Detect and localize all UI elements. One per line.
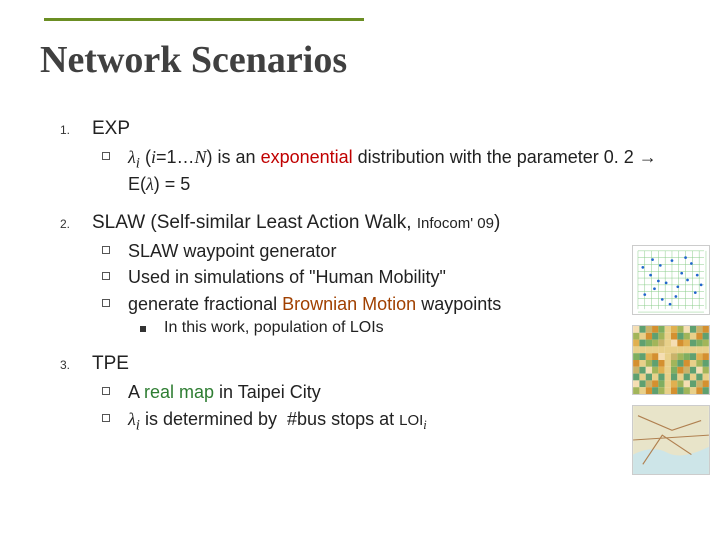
tpe-map-thumb <box>632 405 710 475</box>
list-text: λi (i=1…N) is an exponential distributio… <box>128 146 680 196</box>
outline-list: 1.EXP λi (i=1…N) is an exponential distri… <box>60 118 680 435</box>
list-text: generate fractional Brownian Motion wayp… <box>128 293 501 316</box>
list-item-l1: 3.TPE <box>60 353 680 375</box>
list-label: SLAW (Self-similar Least Action Walk, In… <box>92 212 500 234</box>
list-item-l2: λi is determined by #bus stops at LOIi <box>102 408 680 435</box>
list-item-l1: 1.EXP <box>60 118 680 140</box>
square-bullet-icon <box>102 414 110 422</box>
list-number: 2. <box>60 212 92 231</box>
list-label: EXP <box>92 118 130 140</box>
list-item-l2: A real map in Taipei City <box>102 381 680 404</box>
list-item-l3: In this work, population of LOIs <box>140 319 680 337</box>
list-text: SLAW waypoint generator <box>128 240 336 263</box>
list-item-l2: Used in simulations of "Human Mobility" <box>102 266 680 289</box>
list-item-l2: generate fractional Brownian Motion wayp… <box>102 293 680 316</box>
sublist-l2: A real map in Taipei City λi is determine… <box>102 381 680 435</box>
accent-bar <box>44 18 364 21</box>
sublist-l2: SLAW waypoint generator Used in simulatio… <box>102 240 680 338</box>
list-text: In this work, population of LOIs <box>164 319 384 337</box>
list-text: λi is determined by #bus stops at LOIi <box>128 408 427 435</box>
sublist-l2: λi (i=1…N) is an exponential distributio… <box>102 146 680 196</box>
page-title: Network Scenarios <box>40 38 680 82</box>
square-bullet-icon <box>102 387 110 395</box>
dot-bullet-icon <box>140 326 146 332</box>
slaw-scatter-thumb <box>632 245 710 315</box>
list-text: Used in simulations of "Human Mobility" <box>128 266 446 289</box>
list-number: 3. <box>60 353 92 372</box>
list-number: 1. <box>60 118 92 137</box>
list-item-l1: 2.SLAW (Self-similar Least Action Walk, … <box>60 212 680 234</box>
square-bullet-icon <box>102 246 110 254</box>
list-item-l2: SLAW waypoint generator <box>102 240 680 263</box>
list-label: TPE <box>92 353 129 375</box>
list-text: A real map in Taipei City <box>128 381 321 404</box>
sublist-l3: In this work, population of LOIs <box>140 319 680 337</box>
slaw-heatmap-thumb <box>632 325 710 395</box>
square-bullet-icon <box>102 152 110 160</box>
square-bullet-icon <box>102 299 110 307</box>
list-item-l2: λi (i=1…N) is an exponential distributio… <box>102 146 680 196</box>
square-bullet-icon <box>102 272 110 280</box>
